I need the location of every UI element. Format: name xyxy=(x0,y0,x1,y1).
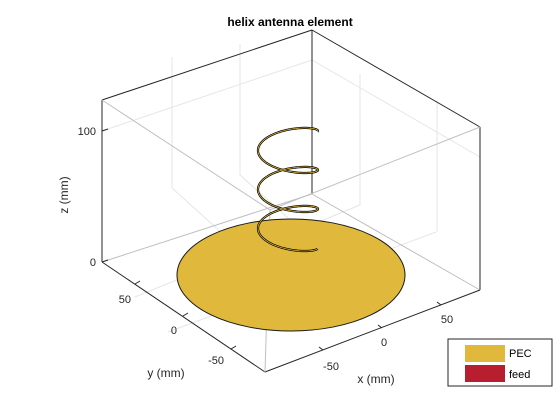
x-tick-label: 50 xyxy=(441,314,453,326)
z-axis-label: z (mm) xyxy=(57,176,71,213)
x-tick-label: 0 xyxy=(381,337,387,349)
z-tick-label: 0 xyxy=(90,257,96,269)
z-axis: 100 0 z (mm) xyxy=(57,126,109,269)
y-tick-label: 50 xyxy=(119,294,131,306)
legend-label-pec: PEC xyxy=(509,348,532,360)
x-axis-label: x (mm) xyxy=(357,372,394,386)
legend-swatch-pec xyxy=(465,345,505,362)
z-tick-label: 100 xyxy=(78,126,96,138)
legend-label-feed: feed xyxy=(509,369,530,381)
figure-title: helix antenna element xyxy=(227,15,352,29)
x-tick-label: -50 xyxy=(323,361,339,373)
helix-wire-highlight xyxy=(257,127,319,252)
legend: PEC feed xyxy=(447,338,553,387)
ground-plane-disc xyxy=(176,218,406,332)
y-tick-label: 0 xyxy=(171,325,177,337)
y-tick-label: -50 xyxy=(208,355,224,367)
legend-swatch-feed xyxy=(465,365,505,382)
y-axis-label: y (mm) xyxy=(147,366,184,380)
x-axis: -50 0 50 x (mm) xyxy=(318,301,453,386)
y-axis: 50 0 -50 y (mm) xyxy=(119,280,237,380)
